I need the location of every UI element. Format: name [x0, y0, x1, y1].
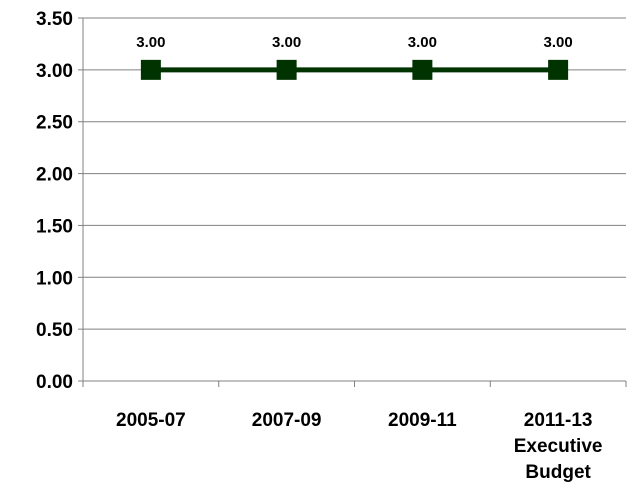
x-tick-label: Budget — [525, 462, 591, 483]
y-tick-label: 3.00 — [36, 61, 73, 82]
data-point-marker — [548, 59, 569, 80]
y-tick-label: 3.50 — [36, 9, 73, 30]
y-tick-label: 1.00 — [36, 268, 73, 289]
x-tick-label: 2009-11 — [388, 410, 457, 431]
data-label: 3.00 — [136, 34, 165, 51]
data-label: 3.00 — [272, 34, 301, 51]
data-point-marker — [140, 59, 161, 80]
gridlines — [83, 17, 626, 330]
y-tick-label: 0.00 — [36, 372, 73, 393]
x-tick-label: 2007-09 — [252, 410, 322, 431]
axes — [78, 17, 627, 387]
data-point-marker — [412, 59, 433, 80]
data-label: 3.00 — [544, 34, 573, 51]
data-point-marker — [276, 59, 297, 80]
data-label: 3.00 — [408, 34, 437, 51]
data-labels: 3.00 3.00 3.00 3.00 — [136, 34, 572, 51]
x-tick-label: 2011-13 — [524, 410, 593, 431]
x-tick-label: 2005-07 — [116, 410, 186, 431]
series-layer — [140, 59, 569, 80]
y-axis-tick-labels: 0.00 0.50 1.00 1.50 2.00 2.50 3.00 3.50 — [36, 9, 73, 393]
y-tick-label: 2.00 — [36, 165, 73, 186]
x-tick-label: Executive — [514, 436, 603, 457]
x-axis-tick-labels: 2005-07 2007-09 2009-11 2011-13 Executive Bud… — [116, 410, 602, 483]
y-tick-label: 0.50 — [36, 320, 73, 341]
y-tick-label: 1.50 — [36, 216, 73, 237]
y-tick-label: 2.50 — [36, 113, 73, 134]
